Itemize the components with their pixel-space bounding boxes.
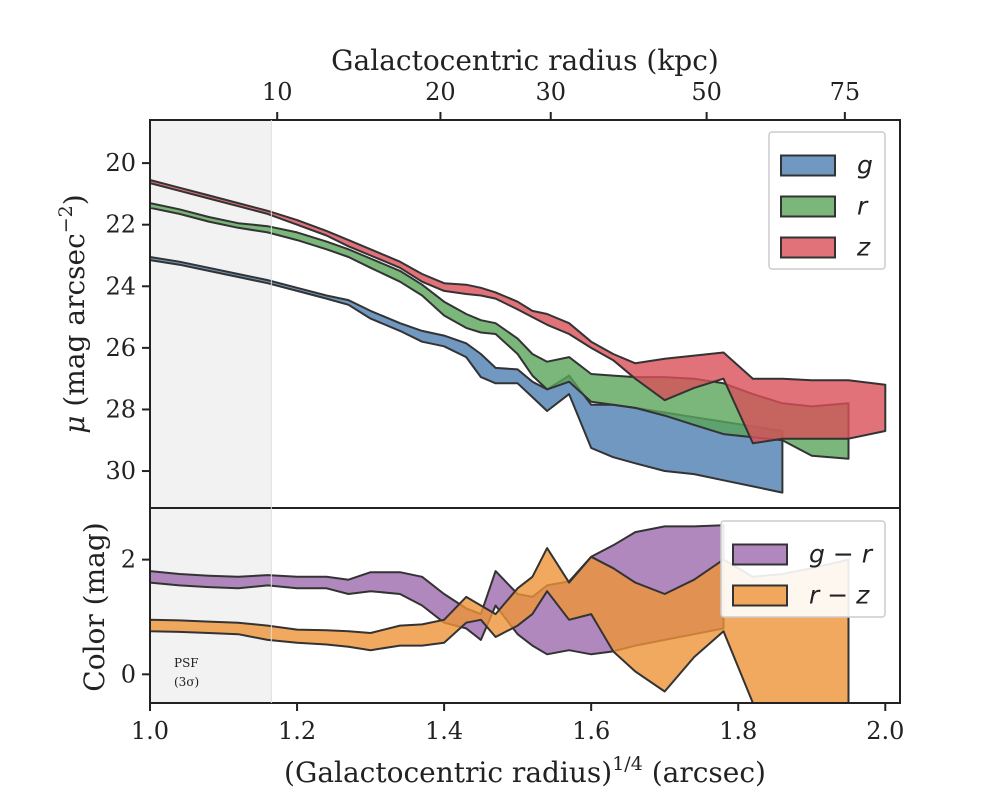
bottom-legend: g − r r − z <box>720 520 886 618</box>
psf-shaded-region-bottom <box>150 508 272 703</box>
legend-swatch <box>732 584 788 607</box>
xlabel-sup: 1/4 <box>612 753 643 775</box>
legend-swatch <box>732 543 788 566</box>
psf-annotation-line1: PSF <box>174 656 199 670</box>
kpc-tick-label: 50 <box>691 78 722 106</box>
bottom-y-axis-title: Color (mag) <box>78 522 111 691</box>
legend-label: g − r <box>809 540 874 569</box>
y-tick-label-top: 30 <box>105 457 136 485</box>
y-tick-label-bottom: 0 <box>121 660 136 688</box>
ylabel-text: (mag arcsec <box>58 233 91 415</box>
bottom-panel-frame <box>149 507 901 704</box>
x-tick-label: 1.8 <box>719 717 757 745</box>
legend-label: z <box>856 233 871 262</box>
y-tick-label-top: 22 <box>105 211 136 239</box>
legend-swatch <box>780 236 836 259</box>
psf-annotation-line2: (3σ) <box>174 675 199 689</box>
band-g <box>149 256 784 494</box>
axis-ticks: 20 22 24 26 28 30 0 2 1.0 1.2 1.4 1.6 1.8 2.0 10 20 30 50… <box>105 78 904 745</box>
kpc-tick-label: 20 <box>425 78 456 106</box>
y-tick-label-top: 26 <box>105 334 136 362</box>
xlabel-post: (arcsec) <box>643 756 766 789</box>
top-legend: grz <box>768 131 886 270</box>
magnitude-bands <box>149 179 887 494</box>
ylabel-sup: −2 <box>55 205 77 233</box>
legend-swatch <box>780 154 836 177</box>
psf-shaded-region-top <box>150 120 272 508</box>
kpc-tick-label: 75 <box>830 78 861 106</box>
x-tick-label: 1.0 <box>131 717 169 745</box>
legend-label: g <box>857 151 873 180</box>
x-tick-label: 1.6 <box>572 717 610 745</box>
x-tick-label: 1.2 <box>278 717 316 745</box>
kpc-tick-label: 10 <box>262 78 293 106</box>
y-tick-label-bottom: 2 <box>121 546 136 574</box>
bottom-x-axis-title: (Galactocentric radius)1/4 (arcsec) <box>284 753 766 789</box>
ylabel-close: ) <box>58 194 91 205</box>
legend-swatch <box>780 195 836 218</box>
x-tick-label: 2.0 <box>866 717 904 745</box>
xlabel-pre: (Galactocentric radius) <box>284 756 612 789</box>
x-tick-label: 1.4 <box>425 717 463 745</box>
ylabel-mu: μ <box>58 416 91 434</box>
y-tick-label-top: 28 <box>105 395 136 423</box>
y-tick-label-top: 24 <box>105 272 136 300</box>
legend-label: r <box>857 192 869 221</box>
y-tick-label-top: 20 <box>105 149 136 177</box>
top-y-axis-title: μ (mag arcsec−2) <box>55 194 91 433</box>
top-x-axis-title: Galactocentric radius (kpc) <box>331 44 719 77</box>
band-z <box>149 179 887 445</box>
legend-label: r − z <box>809 581 870 610</box>
kpc-tick-label: 30 <box>535 78 566 106</box>
